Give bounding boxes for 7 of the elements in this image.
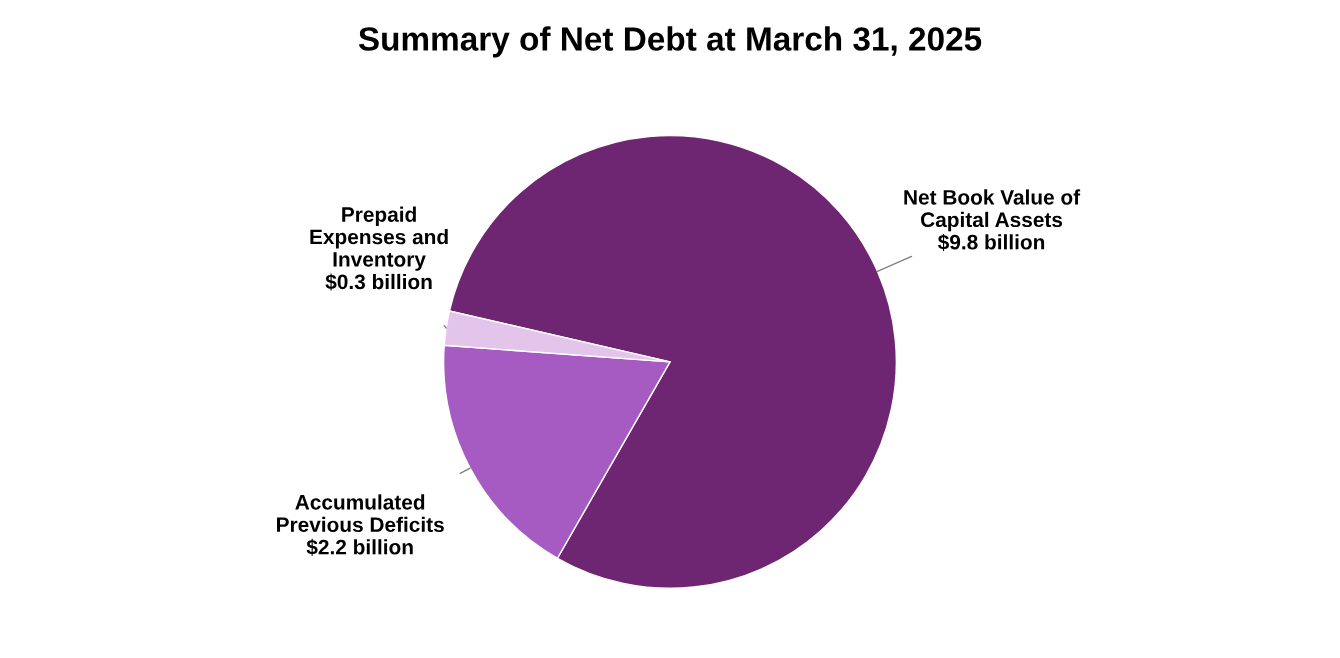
data-label: $9.8 billion <box>937 233 1045 251</box>
slice-label: Prepaid Expenses and Inventory <box>310 206 448 271</box>
data-label: $2.2 billion <box>306 538 413 556</box>
data-label: $0.3 billion <box>325 273 432 291</box>
slice-label: Accumulated Previous Deficits <box>277 494 444 533</box>
slice-label: Net Book Value of Capital Assets <box>904 189 1081 232</box>
chart-title: Summary of Net Debt at March 31, 2025 <box>358 26 982 58</box>
